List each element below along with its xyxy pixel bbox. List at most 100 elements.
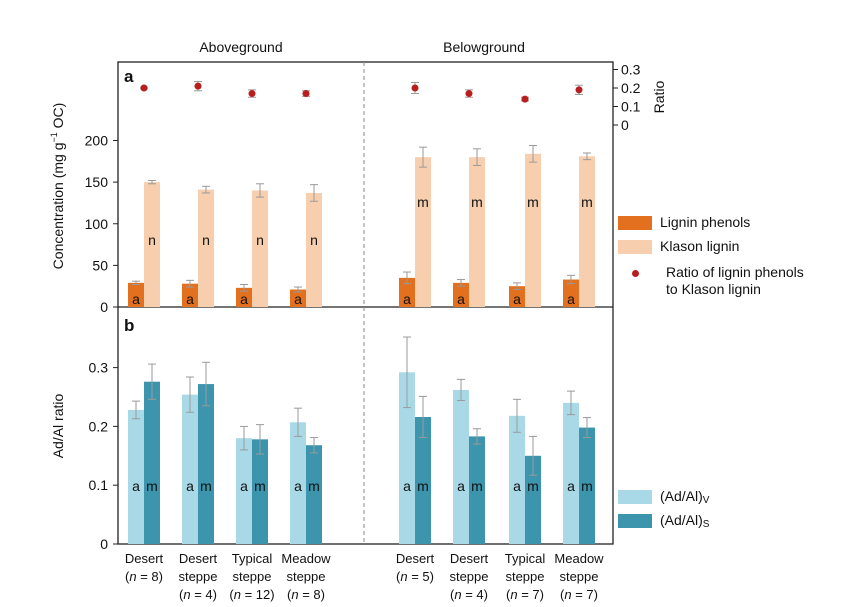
y-axis-label-ratio: Ratio bbox=[651, 80, 667, 113]
sig-letter-lignin-phenols: a bbox=[403, 291, 411, 307]
bar-adal-v bbox=[563, 402, 579, 544]
sig-letter-klason-lignin: n bbox=[256, 232, 264, 248]
x-label-line1: Desert bbox=[396, 551, 435, 566]
ratio-point bbox=[411, 84, 419, 92]
sig-letter-lignin-phenols: a bbox=[567, 291, 575, 307]
bar-adal-s bbox=[144, 381, 160, 544]
bar-adal-s bbox=[252, 439, 268, 544]
legend-label-ratio-line2: to Klason lignin bbox=[666, 281, 761, 297]
y-tick-label-a-2: 100 bbox=[85, 216, 109, 232]
bar-adal-s bbox=[469, 436, 485, 544]
header-aboveground: Aboveground bbox=[199, 39, 282, 55]
sig-letter-adal-v: a bbox=[186, 478, 194, 494]
bar-klason-lignin bbox=[415, 157, 431, 307]
legend-swatch-adal-v bbox=[618, 490, 652, 504]
sig-letter-klason-lignin: m bbox=[471, 194, 483, 210]
x-label-n: (n = 5) bbox=[396, 569, 434, 584]
bar-klason-lignin bbox=[252, 190, 268, 307]
legend-swatch-klason-lignin bbox=[618, 240, 652, 254]
sig-letter-klason-lignin: n bbox=[310, 232, 318, 248]
bar-adal-s bbox=[579, 427, 595, 544]
y-axis-label-concentration: Concentration (mg g−1 OC) bbox=[49, 103, 66, 270]
sig-letter-klason-lignin: m bbox=[581, 194, 593, 210]
x-label-line2: steppe bbox=[286, 569, 325, 584]
y-tick-label-ratio-1: 0.1 bbox=[621, 99, 641, 115]
ratio-point bbox=[140, 84, 148, 92]
sig-letter-adal-s: m bbox=[146, 478, 158, 494]
panel-label-a: a bbox=[124, 67, 134, 86]
sig-letter-adal-v: a bbox=[403, 478, 411, 494]
sig-letter-adal-v: a bbox=[567, 478, 575, 494]
x-label-line2: steppe bbox=[559, 569, 598, 584]
sig-letter-adal-s: m bbox=[581, 478, 593, 494]
x-label-n: (n = 8) bbox=[287, 587, 325, 602]
bar-adal-s bbox=[306, 445, 322, 544]
bar-lignin-phenols bbox=[236, 287, 252, 307]
bar-klason-lignin bbox=[579, 156, 595, 307]
ratio-point bbox=[194, 82, 202, 90]
legend-item-adal-v: (Ad/Al)V bbox=[618, 488, 709, 509]
y-tick-label-ratio-2: 0.2 bbox=[621, 80, 641, 96]
chart-marks: 050100150200ananananamamamam00.10.20.300… bbox=[85, 62, 641, 603]
ratio-point bbox=[248, 90, 256, 98]
bar-lignin-phenols bbox=[453, 282, 469, 307]
sig-letter-klason-lignin: n bbox=[148, 232, 156, 248]
ratio-point bbox=[465, 90, 473, 98]
sig-letter-adal-s: m bbox=[471, 478, 483, 494]
bar-lignin-phenols bbox=[399, 277, 415, 307]
sig-letter-adal-s: m bbox=[200, 478, 212, 494]
y-tick-label-a-0: 0 bbox=[100, 299, 108, 315]
sig-letter-adal-v: a bbox=[294, 478, 302, 494]
sig-letter-adal-s: m bbox=[417, 478, 429, 494]
sig-letter-lignin-phenols: a bbox=[294, 291, 302, 307]
y-tick-label-b-2: 0.2 bbox=[89, 418, 109, 434]
legend-label-klason-lignin: Klason lignin bbox=[660, 238, 740, 254]
bar-adal-v bbox=[128, 409, 144, 544]
bar-lignin-phenols bbox=[563, 279, 579, 307]
bar-adal-v bbox=[399, 372, 415, 544]
bar-adal-s bbox=[415, 416, 431, 544]
legend-label-adal-s: (Ad/Al)S bbox=[660, 512, 710, 530]
header-belowground: Belowground bbox=[443, 39, 525, 55]
plot-border bbox=[117, 61, 614, 545]
bar-lignin-phenols bbox=[128, 282, 144, 307]
legend-label-ratio-line1: Ratio of lignin phenols bbox=[666, 264, 804, 280]
sig-letter-adal-s: m bbox=[527, 478, 539, 494]
bar-adal-v bbox=[236, 438, 252, 544]
bar-adal-s bbox=[525, 455, 541, 544]
sig-letter-adal-v: a bbox=[240, 478, 248, 494]
bar-adal-v bbox=[509, 415, 525, 544]
x-label-line2: steppe bbox=[178, 569, 217, 584]
bar-lignin-phenols bbox=[290, 289, 306, 307]
ratio-point bbox=[575, 86, 583, 94]
x-label-line2: steppe bbox=[232, 569, 271, 584]
bar-klason-lignin bbox=[469, 157, 485, 307]
legend-label-adal-v: (Ad/Al)V bbox=[660, 488, 710, 506]
x-label-n: (n = 4) bbox=[179, 587, 217, 602]
sig-letter-adal-v: a bbox=[132, 478, 140, 494]
x-label-n: (n = 7) bbox=[506, 587, 544, 602]
bar-adal-v bbox=[182, 394, 198, 544]
bar-klason-lignin bbox=[306, 192, 322, 307]
sig-letter-adal-s: m bbox=[254, 478, 266, 494]
x-label-line2: steppe bbox=[449, 569, 488, 584]
legend-item-ratio: Ratio of lignin phenols to Klason lignin bbox=[618, 264, 804, 298]
y-tick-label-b-1: 0.1 bbox=[89, 477, 109, 493]
legend-item-klason-lignin: Klason lignin bbox=[618, 238, 739, 255]
sig-letter-lignin-phenols: a bbox=[240, 291, 248, 307]
bar-klason-lignin bbox=[144, 182, 160, 307]
bar-lignin-phenols bbox=[182, 283, 198, 307]
y-tick-label-ratio-0: 0 bbox=[621, 117, 629, 133]
ratio-point bbox=[521, 95, 529, 103]
bar-klason-lignin bbox=[198, 189, 214, 307]
bar-klason-lignin bbox=[525, 153, 541, 307]
legend-dot-ratio bbox=[632, 270, 639, 277]
sig-letter-klason-lignin: n bbox=[202, 232, 210, 248]
sig-letter-klason-lignin: m bbox=[527, 194, 539, 210]
x-label-n: (n = 7) bbox=[560, 587, 598, 602]
x-label-line1: Meadow bbox=[281, 551, 331, 566]
x-label-line1: Typical bbox=[232, 551, 273, 566]
y-tick-label-a-1: 50 bbox=[92, 257, 108, 273]
ratio-point bbox=[302, 90, 310, 98]
